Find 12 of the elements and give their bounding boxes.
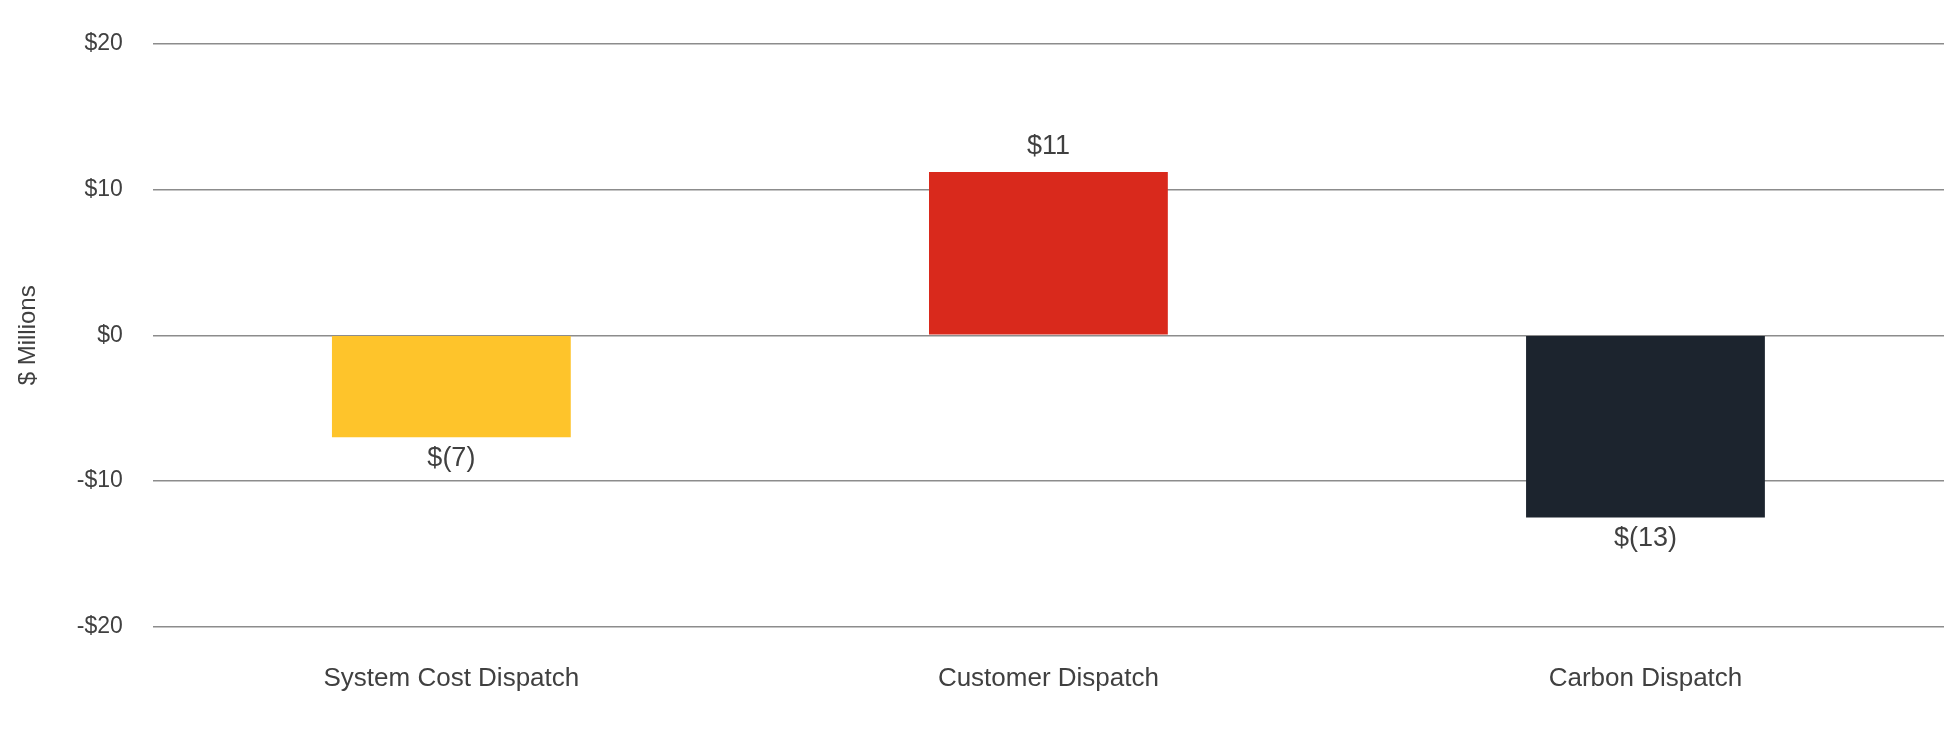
y-tick-label: $0 [97, 320, 123, 347]
y-tick-label: -$20 [76, 612, 123, 639]
x-tick-label: Carbon Dispatch [1548, 661, 1743, 692]
y-tick-label: $10 [84, 174, 123, 201]
x-tick-label: System Cost Dispatch [323, 661, 580, 692]
y-tick-label: -$10 [76, 466, 123, 493]
y-axis-title: $ Millions [13, 285, 41, 386]
y-tick-label: $20 [84, 29, 123, 56]
data-label: $11 [1026, 130, 1070, 161]
x-tick-label: Customer Dispatch [937, 661, 1159, 692]
data-label: $(13) [1613, 522, 1677, 553]
data-label: $(7) [427, 442, 476, 473]
